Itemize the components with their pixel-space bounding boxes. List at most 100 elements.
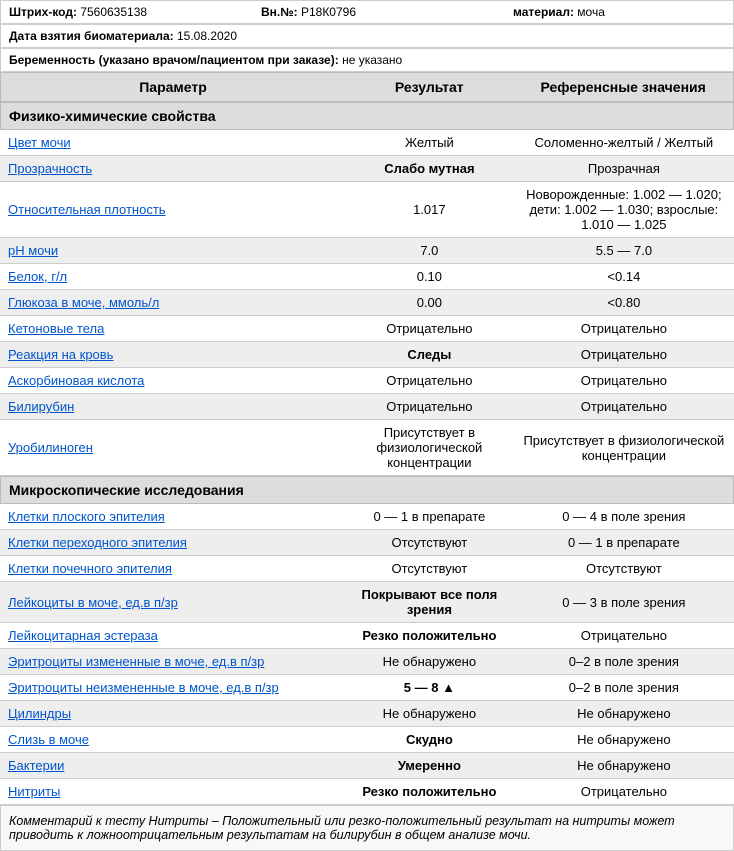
- table-row: Относительная плотность1.017Новорожденны…: [0, 182, 734, 238]
- param-link[interactable]: Клетки переходного эпителия: [0, 530, 345, 555]
- param-link[interactable]: Клетки почечного эпителия: [0, 556, 345, 581]
- reference-value: 0 — 1 в препарате: [514, 530, 734, 555]
- reference-value: Отрицательно: [514, 316, 734, 341]
- sections-container: Физико-химические свойстваЦвет мочиЖелты…: [0, 102, 734, 805]
- param-link[interactable]: Билирубин: [0, 394, 345, 419]
- param-link[interactable]: Цвет мочи: [0, 130, 345, 155]
- table-header: Параметр Результат Референсные значения: [0, 72, 734, 102]
- result-value: 0 — 1 в препарате: [345, 504, 514, 529]
- result-value: Резко положительно: [345, 623, 514, 648]
- pregnancy-label: Беременность (указано врачом/пациентом п…: [9, 53, 339, 67]
- result-value: Отсутствуют: [345, 556, 514, 581]
- param-link[interactable]: Лейкоциты в моче, ед.в п/зр: [0, 590, 345, 615]
- table-row: Реакция на кровьСледыОтрицательно: [0, 342, 734, 368]
- result-value: 1.017: [345, 197, 514, 222]
- result-value: Отрицательно: [345, 316, 514, 341]
- section-header: Микроскопические исследования: [0, 476, 734, 504]
- reference-value: Отрицательно: [514, 342, 734, 367]
- barcode-label: Штрих-код:: [9, 5, 77, 19]
- reference-value: 0 — 4 в поле зрения: [514, 504, 734, 529]
- vn-cell: Вн.№: Р18К0796: [261, 5, 473, 19]
- table-row: Кетоновые телаОтрицательноОтрицательно: [0, 316, 734, 342]
- reference-value: Отрицательно: [514, 394, 734, 419]
- reference-value: 0–2 в поле зрения: [514, 649, 734, 674]
- table-row: Цвет мочиЖелтыйСоломенно-желтый / Желтый: [0, 130, 734, 156]
- result-value: Скудно: [345, 727, 514, 752]
- result-value: Следы: [345, 342, 514, 367]
- table-row: ПрозрачностьСлабо мутнаяПрозрачная: [0, 156, 734, 182]
- section-rows: Клетки плоского эпителия0 — 1 в препарат…: [0, 504, 734, 805]
- param-link[interactable]: Цилиндры: [0, 701, 345, 726]
- meta-row-1: Штрих-код: 7560635138 Вн.№: Р18К0796 мат…: [0, 0, 734, 24]
- table-row: Клетки плоского эпителия0 — 1 в препарат…: [0, 504, 734, 530]
- param-link[interactable]: Бактерии: [0, 753, 345, 778]
- vn-label: Вн.№:: [261, 5, 298, 19]
- reference-value: Не обнаружено: [514, 701, 734, 726]
- table-row: Лейкоциты в моче, ед.в п/зрПокрывают все…: [0, 582, 734, 623]
- result-value: 7.0: [345, 238, 514, 263]
- meta-row-3: Беременность (указано врачом/пациентом п…: [0, 48, 734, 72]
- table-row: Клетки переходного эпителияОтсутствуют0 …: [0, 530, 734, 556]
- param-link[interactable]: Слизь в моче: [0, 727, 345, 752]
- param-link[interactable]: Реакция на кровь: [0, 342, 345, 367]
- reference-value: 5.5 — 7.0: [514, 238, 734, 263]
- table-row: ЦилиндрыНе обнаруженоНе обнаружено: [0, 701, 734, 727]
- material-label: материал:: [513, 5, 574, 19]
- pregnancy-value: не указано: [342, 53, 402, 67]
- table-row: pH мочи7.05.5 — 7.0: [0, 238, 734, 264]
- result-value: 5 — 8 ▲: [345, 675, 514, 700]
- result-value: Отсутствуют: [345, 530, 514, 555]
- param-link[interactable]: Белок, г/л: [0, 264, 345, 289]
- reference-value: Прозрачная: [514, 156, 734, 181]
- reference-value: Соломенно-желтый / Желтый: [514, 130, 734, 155]
- section-header: Физико-химические свойства: [0, 102, 734, 130]
- param-link[interactable]: Лейкоцитарная эстераза: [0, 623, 345, 648]
- table-row: Эритроциты неизмененные в моче, ед.в п/з…: [0, 675, 734, 701]
- result-value: Не обнаружено: [345, 701, 514, 726]
- barcode-cell: Штрих-код: 7560635138: [9, 5, 221, 19]
- reference-value: <0.80: [514, 290, 734, 315]
- result-value: Желтый: [345, 130, 514, 155]
- material-value: моча: [577, 5, 605, 19]
- param-link[interactable]: Аскорбиновая кислота: [0, 368, 345, 393]
- param-link[interactable]: Эритроциты измененные в моче, ед.в п/зр: [0, 649, 345, 674]
- result-value: Покрывают все поля зрения: [345, 582, 514, 622]
- table-row: Белок, г/л0.10<0.14: [0, 264, 734, 290]
- table-row: Глюкоза в моче, ммоль/л0.00<0.80: [0, 290, 734, 316]
- result-value: Умеренно: [345, 753, 514, 778]
- reference-value: Не обнаружено: [514, 727, 734, 752]
- result-value: 0.10: [345, 264, 514, 289]
- reference-value: 0 — 3 в поле зрения: [514, 590, 734, 615]
- reference-value: Отсутствуют: [514, 556, 734, 581]
- sample-date-value: 15.08.2020: [177, 29, 237, 43]
- table-row: БактерииУмеренноНе обнаружено: [0, 753, 734, 779]
- param-link[interactable]: Относительная плотность: [0, 197, 345, 222]
- reference-value: <0.14: [514, 264, 734, 289]
- param-link[interactable]: Кетоновые тела: [0, 316, 345, 341]
- result-value: Резко положительно: [345, 779, 514, 804]
- reference-value: Отрицательно: [514, 779, 734, 804]
- sample-date-label: Дата взятия биоматериала:: [9, 29, 174, 43]
- result-value: Отрицательно: [345, 394, 514, 419]
- meta-row-2: Дата взятия биоматериала: 15.08.2020: [0, 24, 734, 48]
- barcode-value: 7560635138: [80, 5, 147, 19]
- result-value: Отрицательно: [345, 368, 514, 393]
- reference-value: 0–2 в поле зрения: [514, 675, 734, 700]
- comment: Комментарий к тесту Нитриты – Положитель…: [0, 805, 734, 851]
- param-link[interactable]: Глюкоза в моче, ммоль/л: [0, 290, 345, 315]
- material-cell: материал: моча: [513, 5, 725, 19]
- result-value: 0.00: [345, 290, 514, 315]
- param-link[interactable]: Нитриты: [0, 779, 345, 804]
- result-value: Слабо мутная: [345, 156, 514, 181]
- result-value: Присутствует в физиологической концентра…: [345, 420, 514, 475]
- param-link[interactable]: pH мочи: [0, 238, 345, 263]
- vn-value: Р18К0796: [301, 5, 356, 19]
- param-link[interactable]: Прозрачность: [0, 156, 345, 181]
- param-link[interactable]: Клетки плоского эпителия: [0, 504, 345, 529]
- param-link[interactable]: Уробилиноген: [0, 435, 345, 460]
- param-link[interactable]: Эритроциты неизмененные в моче, ед.в п/з…: [0, 675, 345, 700]
- reference-value: Отрицательно: [514, 368, 734, 393]
- table-row: Лейкоцитарная эстеразаРезко положительно…: [0, 623, 734, 649]
- table-row: БилирубинОтрицательноОтрицательно: [0, 394, 734, 420]
- header-param: Параметр: [1, 73, 345, 101]
